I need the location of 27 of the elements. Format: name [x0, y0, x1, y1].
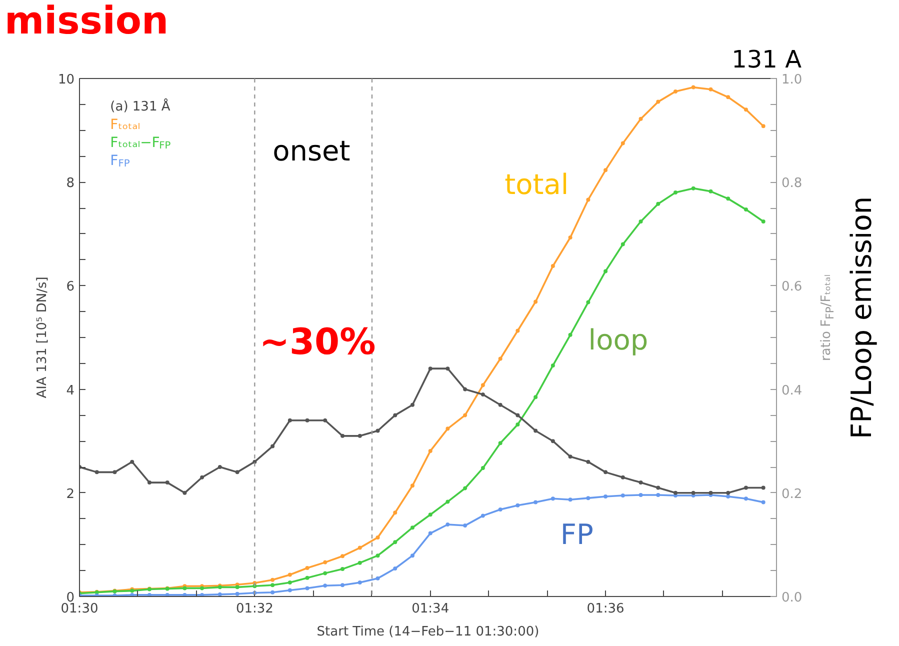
y2-tick-label: 0.4	[782, 383, 802, 398]
text: 131 A	[732, 46, 802, 74]
annotation: loop	[588, 324, 648, 357]
y2-tick-label: 0.2	[782, 486, 802, 502]
x-tick-label: 01:36	[586, 602, 624, 616]
annotation: onset	[272, 134, 350, 168]
y-tick-label: 2	[66, 486, 75, 502]
y2-tick-label: 0.8	[782, 176, 802, 192]
y-tick-label: 6	[66, 280, 75, 295]
y-axis-title: AIA 131 [10⁵ DN/s]	[34, 276, 50, 398]
y2-tick-label: 0.6	[782, 280, 802, 295]
y2-tick-label: 1.0	[782, 72, 802, 88]
x-tick-label: 01:32	[236, 602, 274, 616]
x-tick-label: 01:34	[412, 602, 450, 616]
chart-title: mission	[4, 0, 169, 42]
annotation: total	[504, 168, 569, 202]
annotation: FP	[560, 518, 594, 551]
x-tick-label: 01:30	[60, 602, 98, 616]
x-axis-title: Start Time (14−Feb−11 01:30:00)	[316, 624, 540, 640]
text: FP/Loop emission	[844, 196, 879, 440]
y-tick-label: 8	[66, 176, 75, 192]
text: Fₜₒₜₐₗ	[110, 116, 140, 133]
y-tick-label: 10	[58, 72, 75, 88]
y2-tick-label: 0.0	[782, 590, 802, 606]
y-tick-label: 4	[66, 383, 75, 398]
annotation: ~30%	[259, 322, 376, 364]
legend-title: (a) 131 Å	[110, 97, 170, 114]
